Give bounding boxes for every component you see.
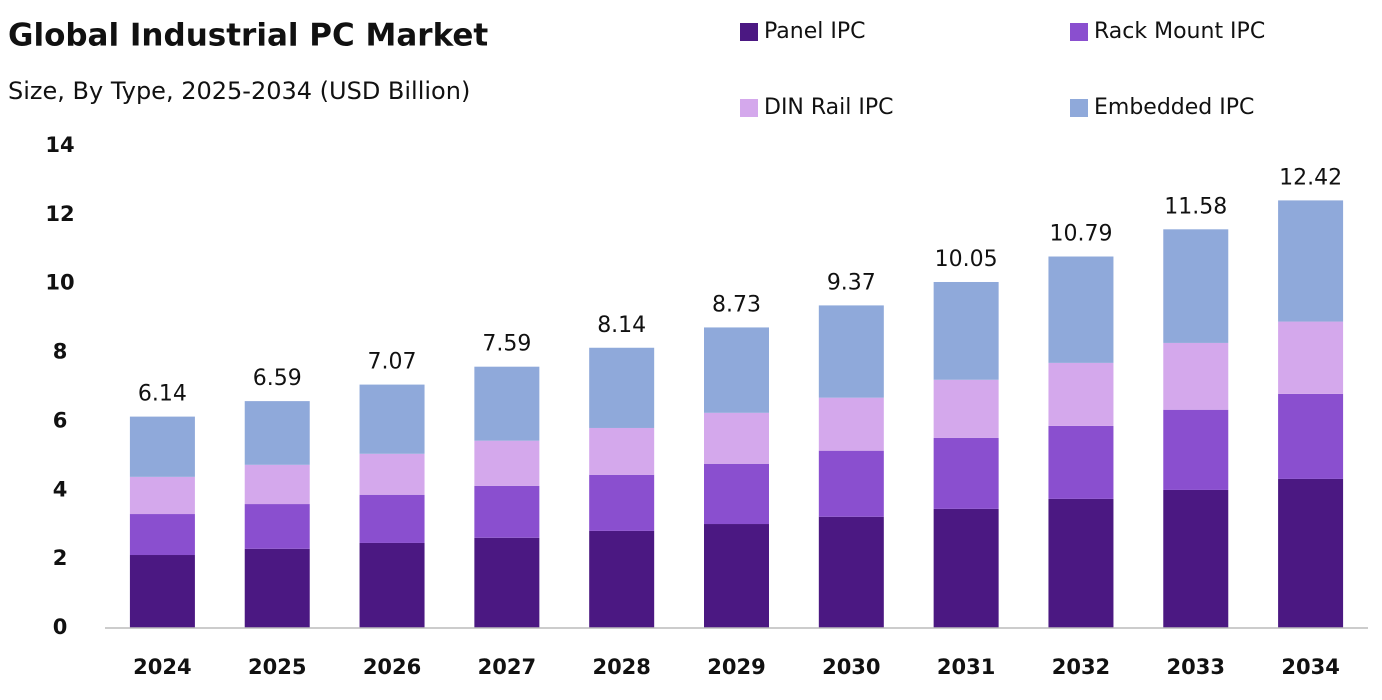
bar-segment <box>359 453 425 495</box>
x-tick-label: 2025 <box>248 655 306 679</box>
bar-segment <box>1278 200 1344 322</box>
total-label: 6.14 <box>138 382 187 407</box>
legend-swatch <box>740 99 758 117</box>
chart-subtitle: Size, By Type, 2025-2034 (USD Billion) <box>8 77 470 105</box>
x-tick-label: 2028 <box>592 655 650 679</box>
bar-segment <box>1048 425 1114 499</box>
total-label: 11.58 <box>1164 194 1227 219</box>
bar-segment <box>589 530 655 628</box>
bar-segment <box>1278 393 1344 479</box>
bar-segment <box>704 463 769 525</box>
bar-segment <box>1048 498 1114 628</box>
y-tick-label: 6 <box>53 408 68 432</box>
bar-segment <box>933 437 999 509</box>
bar-segment <box>933 281 999 380</box>
total-label: 6.59 <box>253 366 302 391</box>
bar-segment <box>589 474 655 531</box>
y-tick-label: 8 <box>53 340 68 364</box>
total-label: 8.73 <box>712 292 761 317</box>
x-tick-label: 2024 <box>133 655 191 679</box>
x-tick-label: 2026 <box>363 655 421 679</box>
bar-segment <box>474 485 540 538</box>
y-tick-label: 10 <box>45 271 74 295</box>
x-tick-label: 2031 <box>937 655 995 679</box>
legend-label: DIN Rail IPC <box>764 95 894 120</box>
bar-segment <box>933 508 999 628</box>
total-label: 10.79 <box>1049 222 1112 247</box>
total-label: 9.37 <box>827 270 876 295</box>
bar-segment <box>818 450 884 517</box>
bar-segment <box>1163 489 1229 628</box>
bar-segment <box>129 514 195 556</box>
x-tick-label: 2032 <box>1052 655 1110 679</box>
bar-segment <box>474 440 540 486</box>
bar-segment <box>1163 229 1229 343</box>
total-label: 8.14 <box>597 313 646 338</box>
legend-label: Rack Mount IPC <box>1094 19 1265 44</box>
bar-segment <box>474 366 540 441</box>
bar-segment <box>1048 256 1114 363</box>
bar-segment <box>359 494 425 543</box>
total-label: 7.59 <box>482 332 531 357</box>
y-tick-label: 12 <box>45 202 74 226</box>
bar-segment <box>704 524 769 628</box>
bar-segment <box>933 379 999 438</box>
bar-segment <box>129 416 195 477</box>
x-tick-label: 2033 <box>1167 655 1225 679</box>
bar-segment <box>474 537 540 628</box>
bar-segment <box>704 412 769 464</box>
legend-label: Panel IPC <box>764 19 865 44</box>
bar-segment <box>129 555 195 628</box>
x-tick-label: 2030 <box>822 655 880 679</box>
total-label: 12.42 <box>1279 165 1342 190</box>
bar-segment <box>244 401 310 465</box>
legend-swatch <box>1070 99 1088 117</box>
chart-title: Global Industrial PC Market <box>8 18 488 54</box>
bar-segment <box>359 542 425 628</box>
y-tick-label: 2 <box>53 546 68 570</box>
y-tick-label: 14 <box>45 133 74 157</box>
x-tick-label: 2027 <box>478 655 536 679</box>
bar-segment <box>244 504 310 549</box>
legend-swatch <box>1070 23 1088 41</box>
total-label: 10.05 <box>935 247 998 272</box>
x-tick-label: 2034 <box>1281 655 1339 679</box>
legend-label: Embedded IPC <box>1094 95 1254 120</box>
bar-segment <box>589 347 655 428</box>
y-tick-label: 0 <box>53 615 68 639</box>
bar-segment <box>359 384 425 454</box>
bar-segment <box>818 516 884 628</box>
legend-swatch <box>740 23 758 41</box>
bar-segment <box>1278 478 1344 628</box>
y-tick-label: 4 <box>53 477 68 501</box>
bar-segment <box>1048 362 1114 426</box>
bar-segment <box>1163 342 1229 410</box>
bar-segment <box>1278 321 1344 394</box>
bar-segment <box>244 548 310 628</box>
bar-segment <box>818 305 884 398</box>
bar-segment <box>129 476 195 515</box>
x-tick-label: 2029 <box>707 655 765 679</box>
bar-segment <box>1163 409 1229 490</box>
total-label: 7.07 <box>368 350 417 375</box>
bar-segment <box>244 464 310 505</box>
bar-segment <box>818 397 884 451</box>
bar-segment <box>589 427 655 475</box>
bar-segment <box>704 327 769 413</box>
